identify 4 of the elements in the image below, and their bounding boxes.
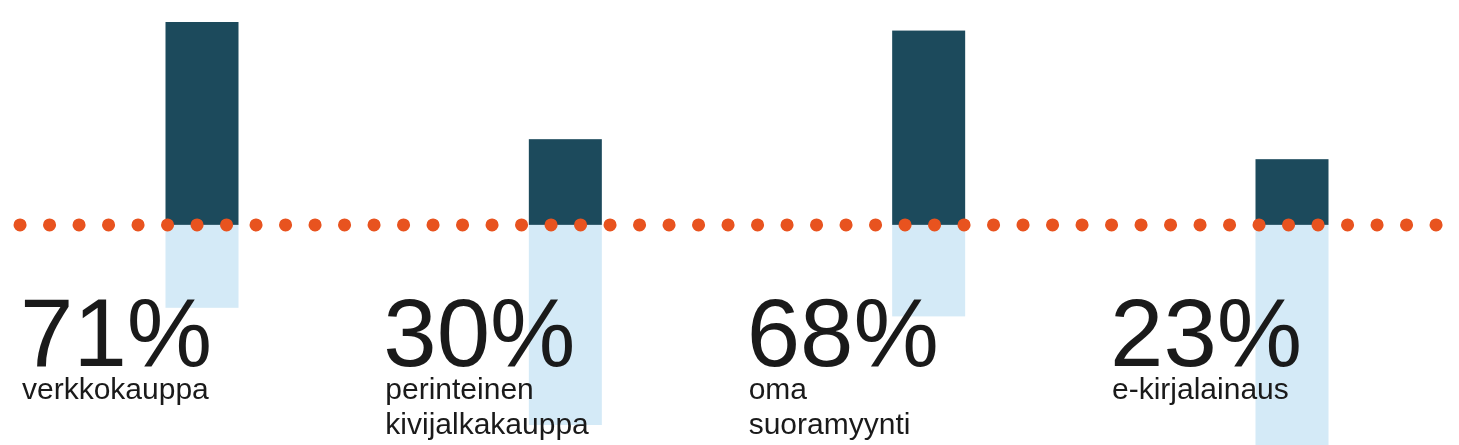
bar <box>528 139 602 225</box>
bar <box>892 30 966 225</box>
bar <box>1255 159 1329 225</box>
bar <box>165 22 239 225</box>
